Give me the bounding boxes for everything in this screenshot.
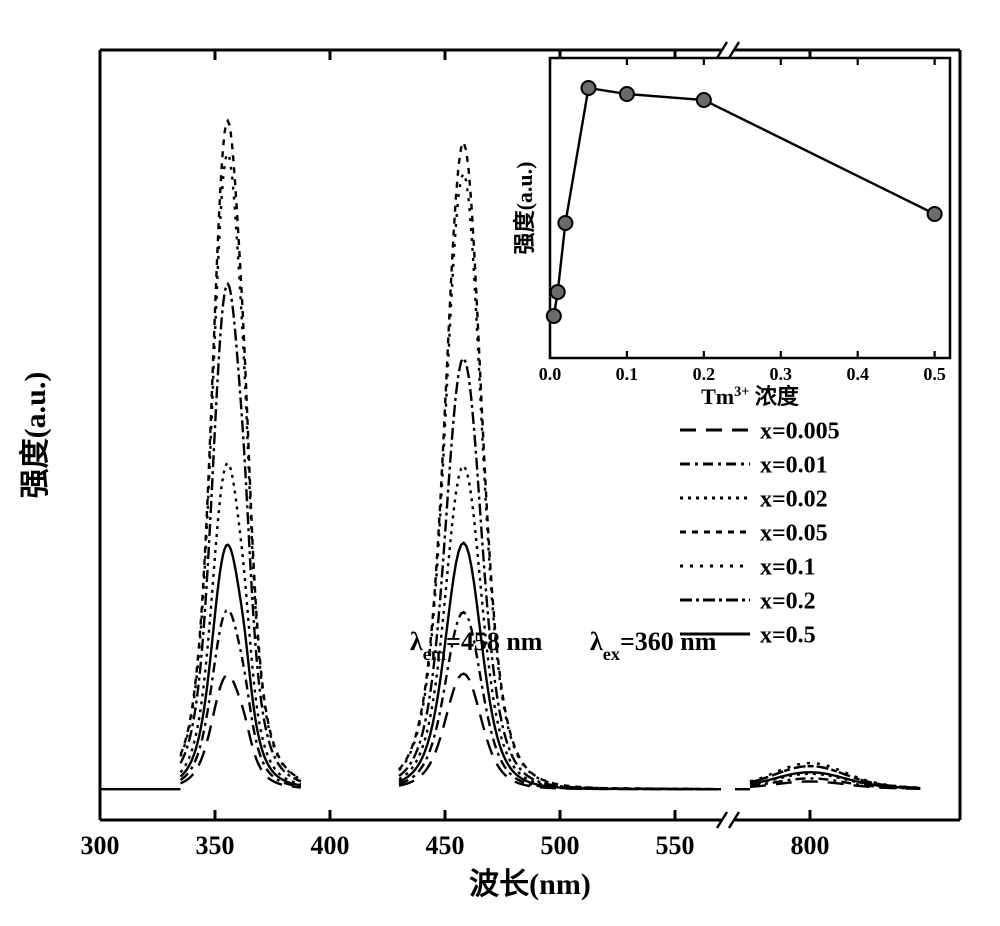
svg-text:x=0.02: x=0.02 xyxy=(760,486,828,512)
svg-text:x=0.5: x=0.5 xyxy=(760,622,816,648)
svg-text:0.0: 0.0 xyxy=(539,364,562,384)
svg-text:x=0.005: x=0.005 xyxy=(760,418,840,444)
spectra-figure: 300 350 400 450 500 550 800 波长(nm) 强度(a.u.) λem=4… xyxy=(0,0,1000,926)
svg-text:550: 550 xyxy=(656,831,695,860)
svg-text:x=0.1: x=0.1 xyxy=(760,554,816,580)
svg-text:450: 450 xyxy=(426,831,465,860)
svg-text:500: 500 xyxy=(541,831,580,860)
svg-text:0.4: 0.4 xyxy=(846,364,869,384)
main-ylabel: 强度(a.u.) xyxy=(19,372,52,499)
svg-text:400: 400 xyxy=(311,831,350,860)
legend: x=0.005 x=0.01 x=0.02 x=0.05 x=0.1 x=0.2 x=0.5 xyxy=(680,418,840,648)
svg-text:0.2: 0.2 xyxy=(693,364,716,384)
svg-text:0.5: 0.5 xyxy=(923,364,946,384)
series-x=0.5 xyxy=(181,545,301,786)
inset-ylabel: 强度(a.u.) xyxy=(512,162,537,255)
svg-text:0.3: 0.3 xyxy=(770,364,793,384)
svg-text:800: 800 xyxy=(791,831,830,860)
svg-text:0.1: 0.1 xyxy=(616,364,639,384)
inset-xlabel: Tm3+ 浓度 xyxy=(701,384,800,409)
annotation: λem=458 nm xyxy=(410,627,543,664)
svg-text:x=0.01: x=0.01 xyxy=(760,452,828,478)
svg-text:300: 300 xyxy=(81,831,120,860)
svg-text:350: 350 xyxy=(196,831,235,860)
svg-text:x=0.2: x=0.2 xyxy=(760,588,816,614)
svg-text:x=0.05: x=0.05 xyxy=(760,520,828,546)
inset-plot: 0.0 0.1 0.2 0.3 0.4 0.5 Tm3+ 浓度 强度(a.u.) xyxy=(512,58,950,409)
main-xlabel: 波长(nm) xyxy=(469,868,591,901)
